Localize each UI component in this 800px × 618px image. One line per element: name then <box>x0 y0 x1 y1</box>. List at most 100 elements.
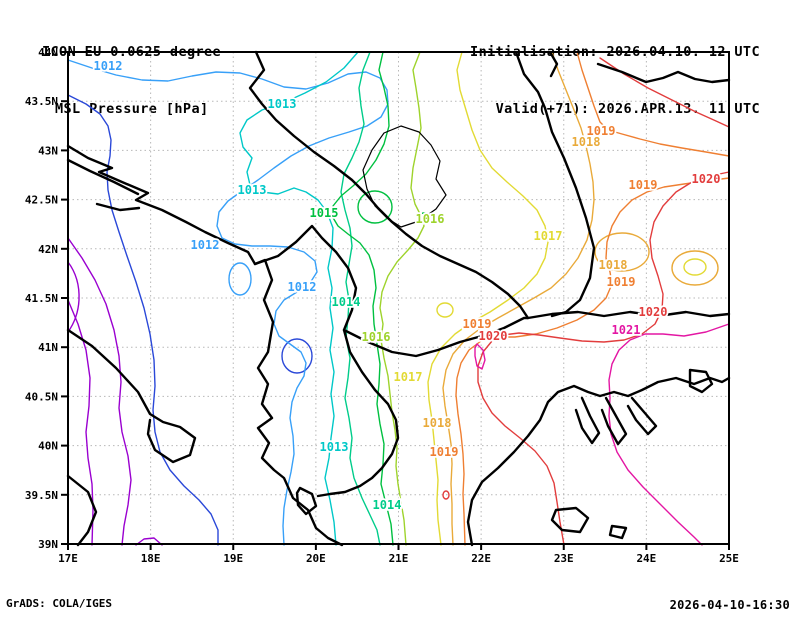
isobar-1017-line <box>427 51 549 546</box>
contour-label-1012: 1012 <box>288 280 317 294</box>
coastline-sithonia-peninsula <box>600 396 628 446</box>
isobar-1020-line <box>477 171 730 546</box>
isobar-1010-line <box>67 299 94 546</box>
isobar-1014-line <box>340 51 381 546</box>
border-kosovo <box>362 125 447 228</box>
x-tick-label: 25E <box>719 552 739 565</box>
isobar-1021-tiny-cell <box>474 343 486 370</box>
isobar-1020-line <box>599 57 730 128</box>
x-tick-label: 22E <box>471 552 491 565</box>
isobar-1011-closed-low <box>281 338 313 374</box>
y-tick-label: 44N <box>38 46 58 59</box>
contour-label-1017: 1017 <box>534 229 563 243</box>
contour-label-1018: 1018 <box>423 416 452 430</box>
isobar-1012-line <box>67 59 389 546</box>
isobar-1015-line <box>331 51 394 546</box>
isobar-1010-line <box>67 237 132 546</box>
contour-label-1015: 1015 <box>310 206 339 220</box>
contour-label-1013: 1013 <box>268 97 297 111</box>
isobar-1013-line <box>239 51 359 546</box>
border-greece-north <box>342 310 731 358</box>
contour-label-1016: 1016 <box>362 330 391 344</box>
contour-label-1016: 1016 <box>416 212 445 226</box>
x-tick-label: 21E <box>389 552 409 565</box>
contour-label-1019: 1019 <box>607 275 636 289</box>
x-tick-label: 23E <box>554 552 574 565</box>
coastline-peljesac <box>95 202 141 212</box>
isobar-1009-line <box>135 537 163 546</box>
coastline-small-island <box>608 524 628 540</box>
isobar-1017-inner-cell <box>683 258 707 276</box>
y-tick-label: 39N <box>38 538 58 551</box>
field-title: MSL Pressure [hPa] <box>55 101 209 117</box>
isobar-1017-small-cell <box>436 302 454 318</box>
border-bosnia-serbia <box>248 50 530 320</box>
coastlines-and-borders <box>66 50 731 547</box>
contour-labels: 1012 1012 1012 1013 1013 1013 1014 1014 1015 1016… <box>92 57 722 514</box>
y-tick-label: 41N <box>38 341 58 354</box>
contour-label-1014: 1014 <box>373 498 402 512</box>
isobar-1016-line <box>379 51 425 546</box>
contour-label-1013: 1013 <box>238 183 267 197</box>
coastline-aegean-north <box>466 376 731 547</box>
y-tick-label: 41.5N <box>25 292 58 305</box>
contour-label-1012: 1012 <box>191 238 220 252</box>
isobar-1015-tiny-cell <box>418 212 430 220</box>
x-tick-label: 20E <box>306 552 326 565</box>
coastline-athos-peninsula <box>626 396 658 436</box>
creation-timestamp: 2026-04-10-16:30 <box>669 598 790 612</box>
coastline-corfu-island <box>295 486 318 516</box>
contour-label-1018: 1018 <box>572 135 601 149</box>
contour-label-1014: 1014 <box>332 295 361 309</box>
coastline-italy-apulia <box>66 328 197 464</box>
contour-label-1021: 1021 <box>612 323 641 337</box>
isobar-1011-line <box>67 94 219 546</box>
contour-label-1012: 1012 <box>94 59 123 73</box>
border-albania-east <box>253 224 400 498</box>
axis-tick-labels: 17E 18E 19E 20E 21E 22E 23E 24E 25E 44N 43.5N 43N 42… <box>25 46 739 565</box>
border-serbia-bulgaria <box>514 50 596 318</box>
isobar-1015-closed-cell <box>357 190 393 224</box>
isobar-1020-tiny-cell <box>442 490 450 500</box>
valid-time-label: Valid(+71): 2026.APR.13. 11 UTC <box>495 101 760 117</box>
isobar-lines <box>67 51 730 546</box>
coastline-italy-calabria <box>66 474 98 547</box>
contour-label-1019: 1019 <box>629 178 658 192</box>
contour-label-1013: 1013 <box>320 440 349 454</box>
y-tick-label: 42N <box>38 243 58 256</box>
grads-credit: GrADS: COLA/IGES <box>6 597 112 610</box>
coastline-dalmatian-islands <box>66 158 140 196</box>
x-tick-label: 19E <box>223 552 243 565</box>
isobar-1021-line <box>608 323 730 546</box>
border-top-notch <box>548 50 559 78</box>
y-tick-label: 43.5N <box>25 95 58 108</box>
contour-label-1020: 1020 <box>639 305 668 319</box>
contour-label-1019: 1019 <box>430 445 459 459</box>
coastline-adriatic <box>66 144 344 547</box>
y-tick-label: 40N <box>38 440 58 453</box>
isobar-1018-outer-cell <box>671 250 719 286</box>
x-tick-label: 18E <box>141 552 161 565</box>
y-tick-label: 42.5N <box>25 194 58 207</box>
contour-label-1020: 1020 <box>479 329 508 343</box>
y-tick-label: 43N <box>38 144 58 157</box>
isobar-1018-closed-cell <box>594 232 650 272</box>
x-tick-label: 24E <box>636 552 656 565</box>
coastline-thasos-island <box>688 368 714 394</box>
border-danube-romania <box>596 62 731 84</box>
coastline-kassandra-peninsula <box>574 396 601 445</box>
contour-label-1018: 1018 <box>599 258 628 272</box>
axis-ticks <box>61 51 730 550</box>
lat-lon-grid <box>68 52 729 544</box>
isobar-1019-line <box>576 51 730 157</box>
isobar-1009-line <box>67 261 80 333</box>
isobar-1019-line <box>455 177 730 546</box>
x-tick-label: 17E <box>58 552 78 565</box>
contour-label-1017: 1017 <box>394 370 423 384</box>
contour-label-1019: 1019 <box>587 124 616 138</box>
isobar-1018-line <box>442 51 595 546</box>
contour-label-1020: 1020 <box>692 172 721 186</box>
contour-label-1019: 1019 <box>463 317 492 331</box>
isobar-1012-closed-low <box>228 262 252 296</box>
